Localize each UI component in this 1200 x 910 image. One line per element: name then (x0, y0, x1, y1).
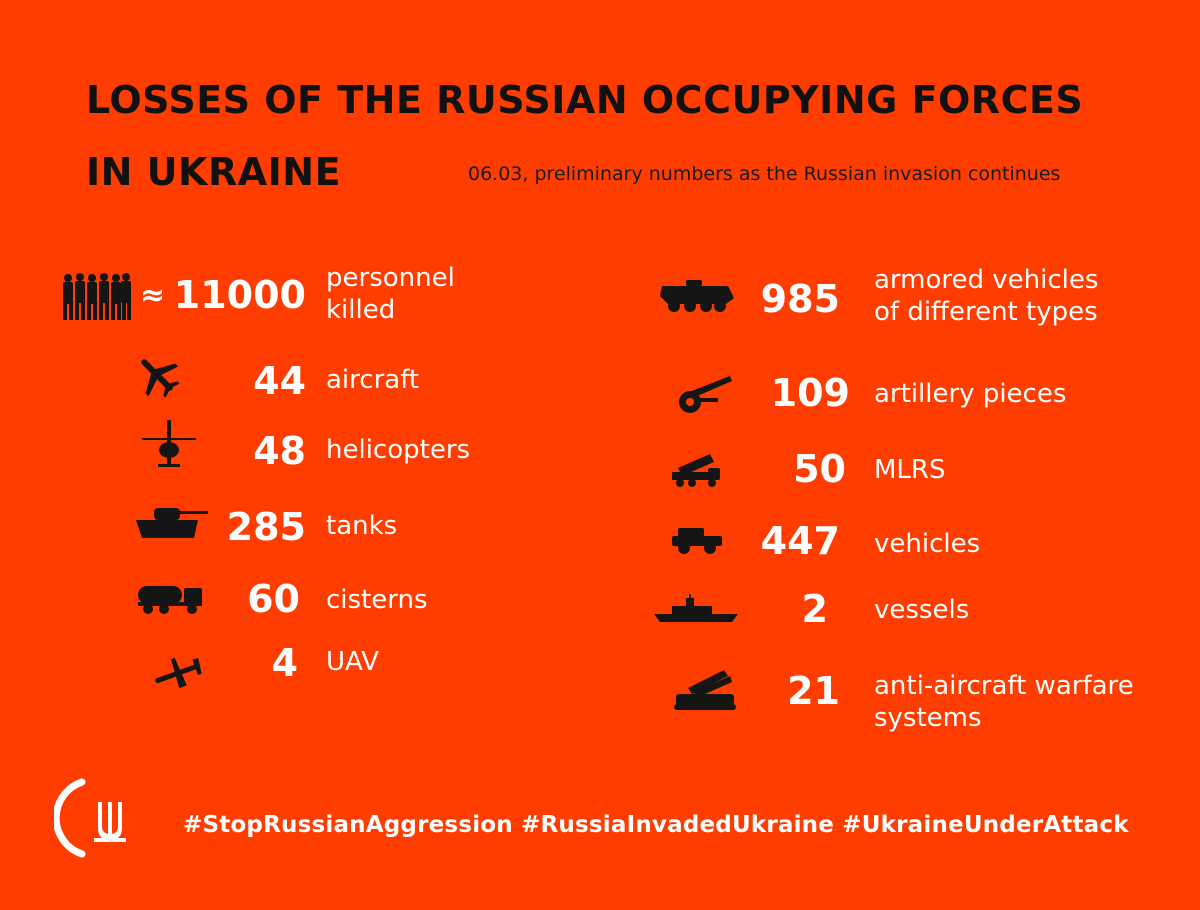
left-item-value: 4 (271, 641, 298, 685)
mlrs-icon (668, 450, 724, 490)
left-item-label: tanks (326, 511, 398, 541)
personnel-count: 11000 (173, 273, 306, 317)
right-item-label: vehicles (874, 529, 981, 559)
airplane-icon (132, 350, 182, 400)
right-item-label: vessels (874, 595, 970, 625)
right-item-label-line2: of different types (874, 297, 1098, 327)
tank-icon (134, 500, 208, 542)
approx-sign: ≈ (140, 278, 166, 313)
apc-icon (658, 278, 736, 314)
left-item-value: 44 (253, 359, 306, 403)
air-defense-icon (670, 666, 740, 716)
personnel-label-line2: killed (326, 295, 396, 325)
left-item-value: 285 (226, 505, 306, 549)
ukraine-trident-logo (54, 776, 134, 860)
left-item-label: cisterns (326, 585, 428, 615)
date-subtitle: 06.03, preliminary numbers as the Russia… (468, 163, 1061, 185)
personnel-label-line1: personnel (326, 263, 455, 293)
right-item-label: artillery pieces (874, 379, 1067, 409)
right-item-value: 109 (770, 371, 850, 415)
warship-icon (652, 594, 740, 624)
left-item-label: aircraft (326, 365, 420, 395)
drone-icon (150, 654, 204, 692)
right-item-label-line1: armored vehicles (874, 265, 1099, 295)
right-item-value: 21 (787, 669, 840, 713)
page-title: LOSSES OF THE RUSSIAN OCCUPYING FORCES (86, 78, 1084, 122)
page-title-line2: IN UKRAINE (86, 150, 342, 194)
helicopter-icon (140, 418, 198, 470)
right-item-label: armored vehicles of different types (874, 264, 1098, 328)
left-item-value: 48 (253, 429, 306, 473)
hashtags: #StopRussianAggression #RussiaInvadedUkr… (183, 812, 1129, 838)
artillery-icon (670, 372, 736, 416)
soldiers-icon (60, 272, 132, 322)
right-item-label: anti-aircraft warfare systems (874, 670, 1134, 734)
right-item-label-line1: anti-aircraft warfare (874, 671, 1134, 701)
left-item-label: UAV (326, 647, 379, 677)
right-item-value: 985 (760, 277, 840, 321)
right-item-value: 50 (793, 447, 846, 491)
right-item-label: MLRS (874, 455, 946, 485)
fuel-truck-icon (136, 580, 206, 616)
left-item-value: 60 (247, 577, 300, 621)
left-item-label: helicopters (326, 435, 471, 465)
personnel-label: personnel killed (326, 262, 455, 326)
right-item-label-line2: systems (874, 703, 982, 733)
jeep-icon (670, 524, 724, 556)
right-item-value: 447 (760, 519, 840, 563)
right-item-value: 2 (801, 587, 828, 631)
